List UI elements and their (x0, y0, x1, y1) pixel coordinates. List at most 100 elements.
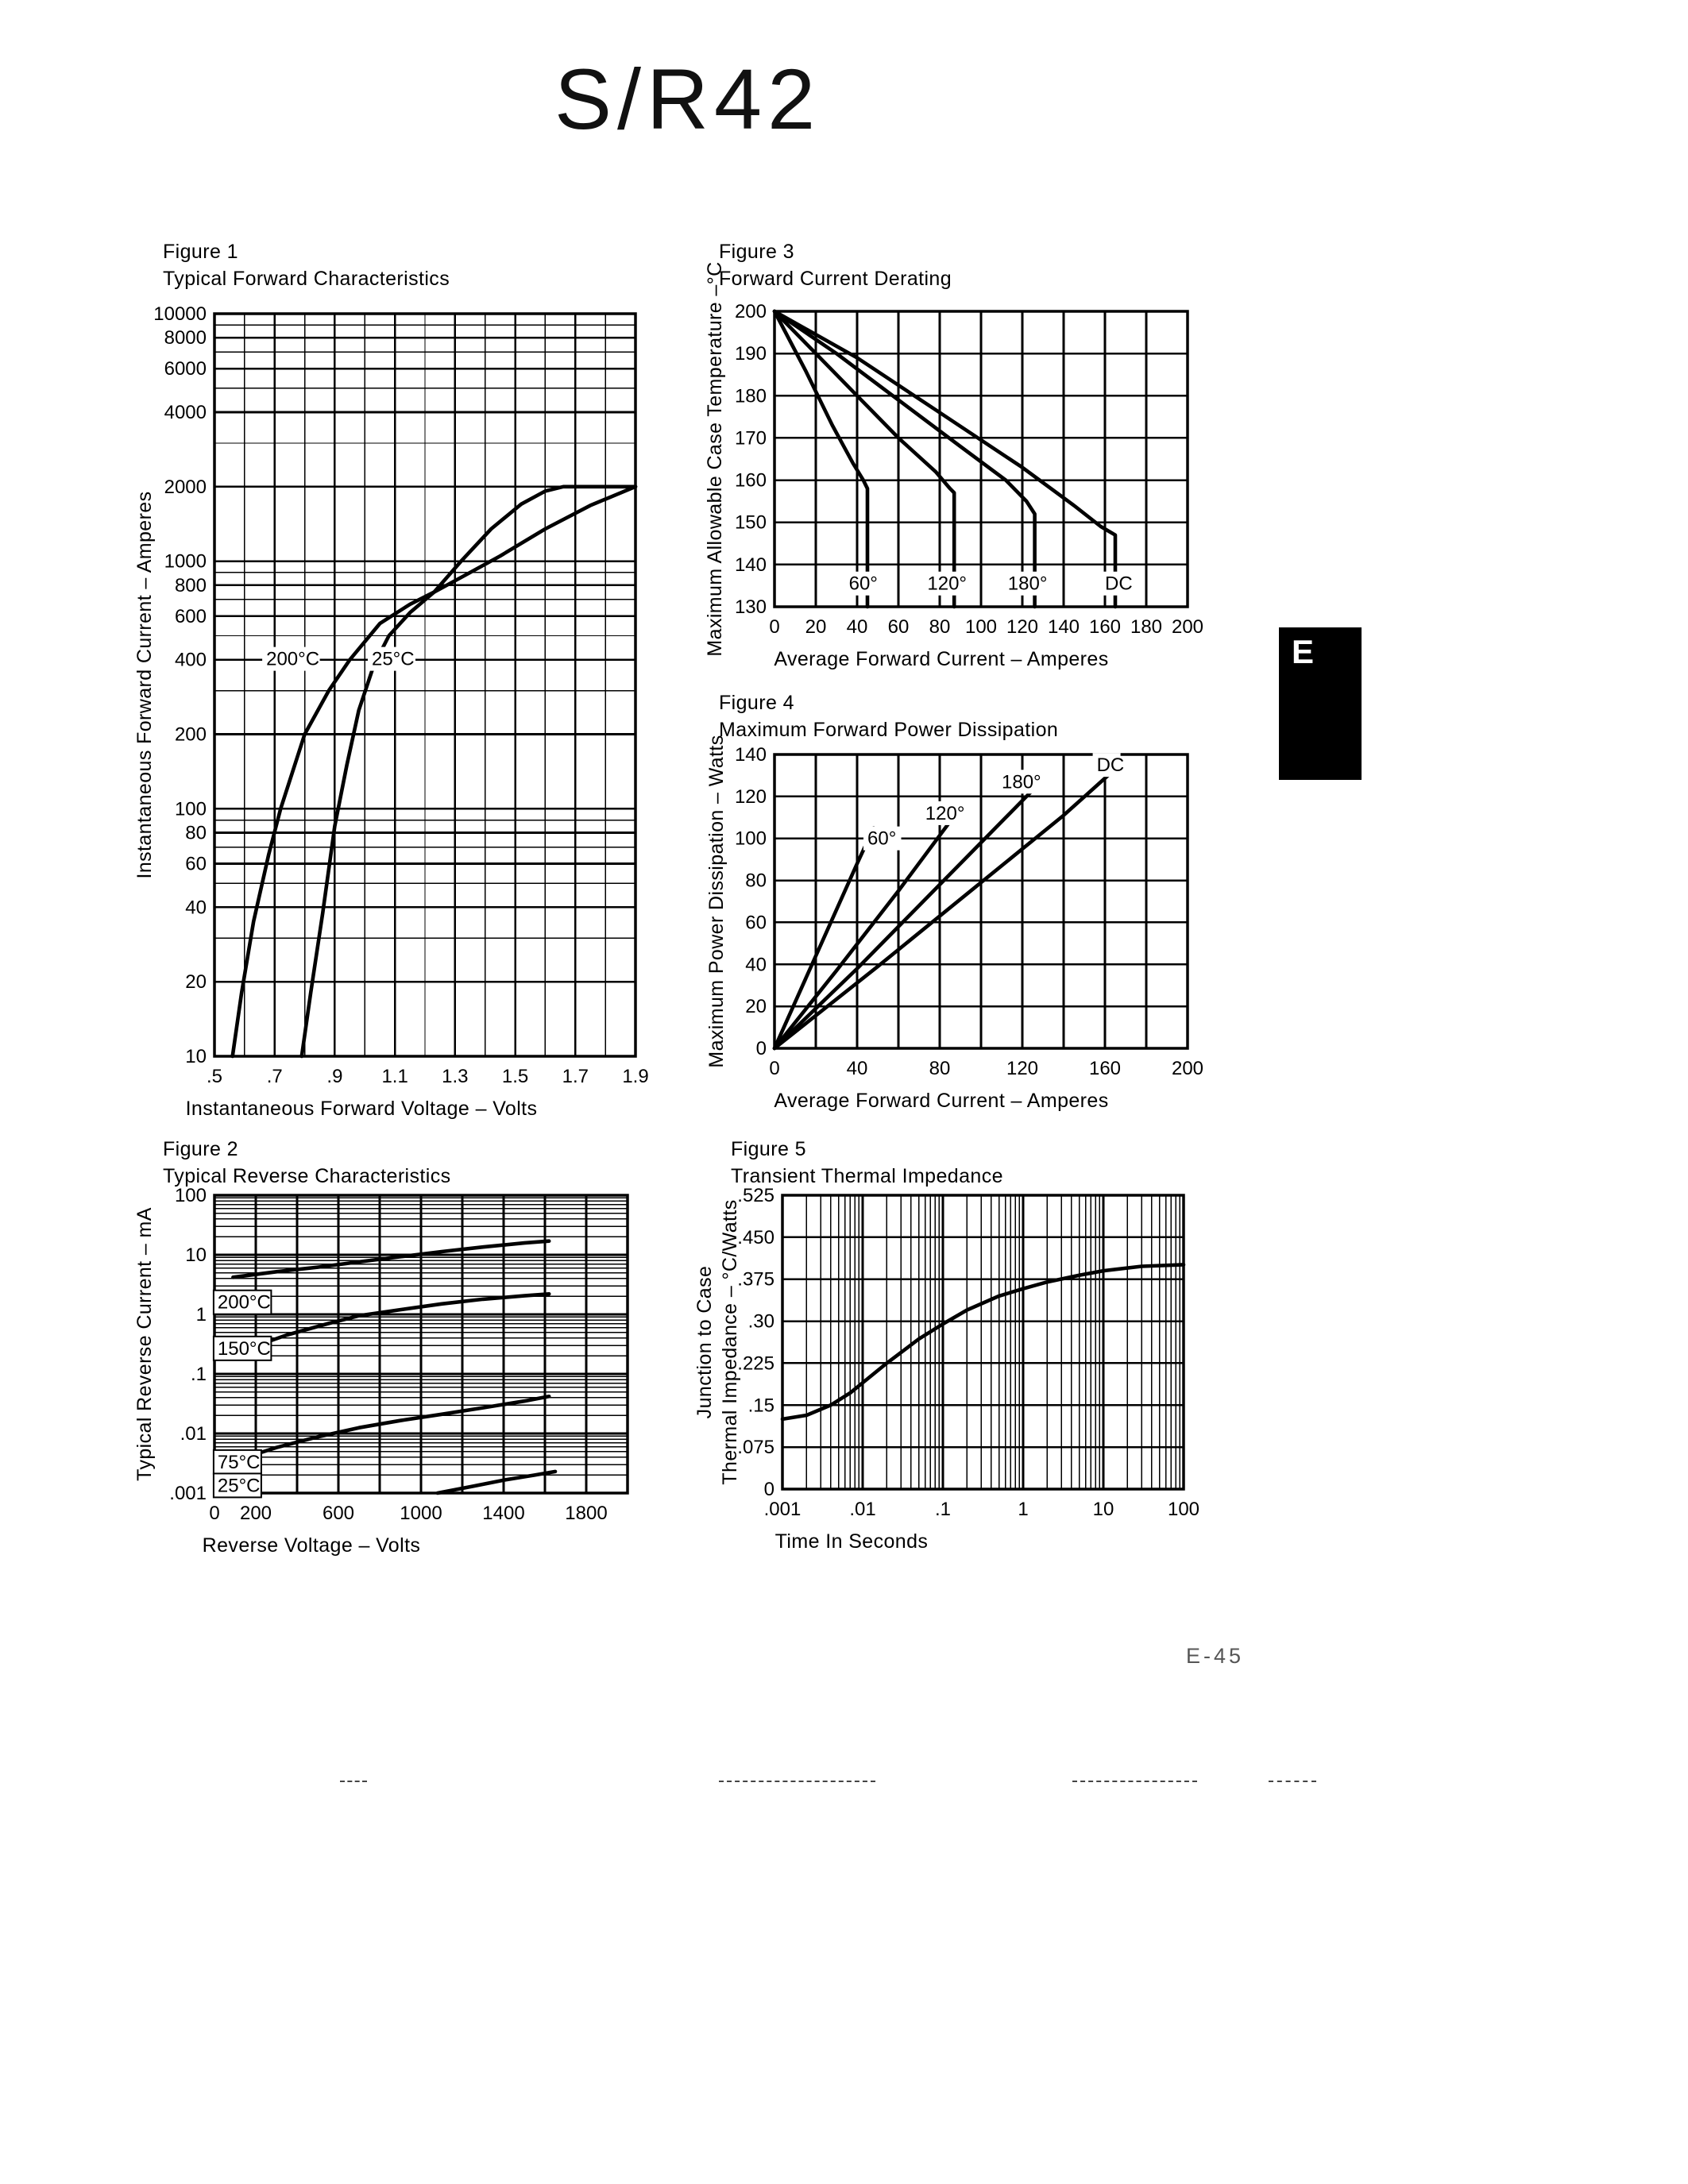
figure-4-chart: 60°120°180°DC0 40 80 120 160 2001401201008060… (705, 735, 1203, 1112)
series-curve (780, 1263, 1186, 1422)
series-label-box (212, 1472, 262, 1499)
series-label: 200°C (218, 1292, 271, 1314)
figure-1-chart: 200°C 25°C .5 .7 .9 1.1 1.3 1.5 1.7 1.9 10 20 40 60 80… (133, 303, 649, 1120)
y-tick-label: 200 (175, 724, 207, 746)
y-tick-label: .001 (169, 1483, 207, 1504)
figure-2-chart: 200°C 150°C 75°C25°C 0 200 600 1000 1400 1800 100… (133, 1185, 629, 1557)
x-tick-label: 1.7 (562, 1066, 589, 1087)
figure-1-label: Figure 1 (163, 241, 238, 263)
x-tick-label: .7 (267, 1066, 283, 1087)
figure-4-label: Figure 4 (719, 692, 794, 714)
y-tick-label: 6000 (164, 358, 207, 380)
series-curve (772, 309, 956, 609)
x-tick-label: 160 (1089, 1058, 1121, 1079)
x-tick-label: 180 (1130, 616, 1162, 638)
y-axis-title: Instantaneous Forward Current – Amperes (133, 491, 156, 878)
y-tick-label: .525 (737, 1185, 774, 1206)
x-tick-label: 1.9 (622, 1066, 648, 1087)
figure-5-heading: Figure 5 Transient Thermal Impedance (731, 1136, 1003, 1190)
series-label-box (863, 826, 902, 851)
y-tick-label: 100 (175, 1185, 207, 1206)
figure-1-title: Typical Forward Characteristics (163, 268, 450, 290)
page-title: S/R42 (554, 51, 821, 147)
y-tick-label: 130 (735, 596, 767, 618)
series-curve (772, 786, 1037, 1051)
x-tick-label: 100 (965, 616, 997, 638)
series-curve (235, 1394, 551, 1462)
y-tick-label: 80 (185, 823, 207, 844)
scan-artifact-dash-1 (340, 1781, 367, 1782)
x-tick-label: 120 (1006, 1058, 1038, 1079)
figure-2-label: Figure 2 (163, 1138, 238, 1160)
series-label-box (1101, 571, 1129, 596)
x-tick-label: 1400 (482, 1503, 524, 1524)
series-label-box (212, 1449, 262, 1475)
series-curve (249, 1292, 551, 1349)
x-tick-label: 1.1 (381, 1066, 408, 1087)
series-curve (772, 826, 876, 1051)
series-label: 25°C (372, 649, 415, 670)
x-tick-label: 1 (1018, 1499, 1028, 1520)
x-tick-label: 20 (805, 616, 827, 638)
series-label: 60° (867, 828, 896, 850)
x-tick-label: 600 (323, 1503, 354, 1524)
series-label: 25°C (218, 1475, 261, 1496)
x-tick-label: 60 (888, 616, 910, 638)
series-label: 180° (1008, 573, 1048, 595)
y-axis-title: Maximum Allowable Case Temperature –°C (704, 261, 726, 656)
section-tab: E (1279, 627, 1362, 780)
series-label: 75°C (218, 1452, 261, 1473)
series-label-box (367, 646, 415, 671)
x-tick-label: 0 (209, 1503, 219, 1524)
y-tick-label: 8000 (164, 327, 207, 349)
scan-artifact-dash-2 (719, 1781, 875, 1782)
figure-1-heading: Figure 1 Typical Forward Characteristics (163, 238, 450, 292)
y-tick-label: 10000 (153, 303, 207, 325)
y-tick-label: .075 (737, 1437, 774, 1458)
series-label: 180° (1002, 771, 1041, 793)
x-tick-label: .5 (207, 1066, 222, 1087)
figure-5-chart: .001 .01 .1 1 10 100 .525 .450 .375 .30 .225 .15 .07… (693, 1185, 1199, 1553)
page-number: E-45 (1186, 1644, 1245, 1668)
figure-4-heading: Figure 4 Maximum Forward Power Dissipati… (719, 689, 1058, 743)
series-curve (299, 484, 638, 1059)
y-tick-label: 140 (735, 554, 767, 576)
x-tick-label: 0 (769, 1058, 779, 1079)
y-tick-label: 0 (756, 1038, 767, 1059)
series-label: 200°C (266, 649, 319, 670)
x-tick-label: 1.3 (442, 1066, 468, 1087)
x-tick-label: 80 (929, 1058, 951, 1079)
y-tick-label: 20 (185, 971, 207, 993)
y-tick-label: 1 (196, 1304, 207, 1325)
series-label-box (212, 1289, 272, 1315)
series-label-box (998, 770, 1045, 794)
series-label-box (212, 1335, 272, 1361)
y-tick-label: 150 (735, 512, 767, 534)
series-label-box (1003, 571, 1052, 596)
series-label: 60° (849, 573, 878, 595)
figure-3-title: Forward Current Derating (719, 268, 952, 290)
y-tick-label: 20 (745, 996, 767, 1017)
y-tick-label: 190 (735, 343, 767, 365)
series-curve (230, 484, 638, 1059)
y-tick-label: 40 (745, 954, 767, 975)
x-axis-title: Time In Seconds (775, 1530, 929, 1553)
x-tick-label: 80 (929, 616, 951, 638)
y-tick-label: 10 (185, 1046, 207, 1067)
y-tick-label: .225 (737, 1352, 774, 1374)
x-tick-label: 1.5 (502, 1066, 528, 1087)
series-curve (772, 309, 1118, 609)
figure-3-heading: Figure 3 Forward Current Derating (719, 238, 952, 292)
x-tick-label: 200 (240, 1503, 272, 1524)
x-tick-label: 1000 (400, 1503, 442, 1524)
x-tick-label: 200 (1172, 1058, 1203, 1079)
x-axis-title: Reverse Voltage – Volts (203, 1534, 421, 1557)
figure-3-chart: 60° 120° 180° DC 0 20 40 60 80 100 120 140 160 180 200… (704, 261, 1203, 670)
y-tick-label: 400 (175, 650, 207, 671)
plot-frame (213, 312, 637, 1058)
y-axis-title: Thermal Impedance – °C/Watts (719, 1199, 741, 1484)
series-label: 120° (925, 803, 965, 824)
plot-frame (773, 753, 1189, 1050)
y-tick-label: 800 (175, 575, 207, 596)
x-tick-label: 160 (1089, 616, 1121, 638)
